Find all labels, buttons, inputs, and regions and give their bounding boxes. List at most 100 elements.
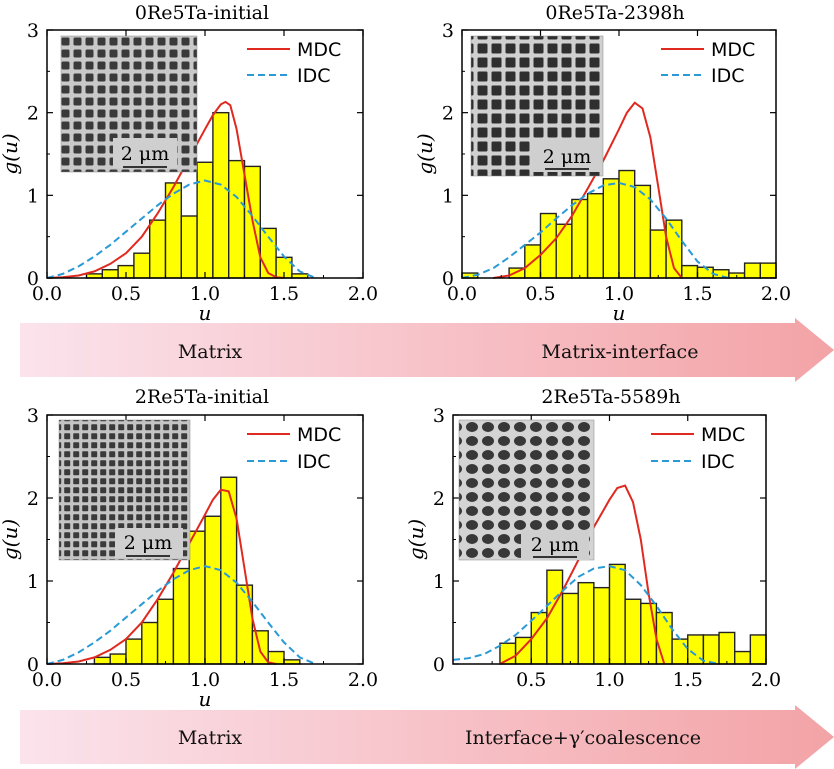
histogram-bar — [749, 634, 767, 665]
legend: MDC IDC — [247, 424, 341, 473]
y-tick-label: 1 — [442, 185, 454, 207]
histogram-bar — [561, 592, 579, 665]
sem-inset: 2 μm — [458, 419, 595, 561]
histogram-bar — [125, 638, 143, 665]
histogram-bar — [718, 631, 736, 665]
x-tick-label: 2.0 — [751, 669, 781, 691]
arrow-left-label: Matrix — [178, 727, 243, 749]
histogram-bar — [624, 598, 642, 665]
scale-bar-background — [521, 530, 589, 560]
histogram-bar — [681, 264, 699, 279]
legend-idc-label: IDC — [701, 451, 735, 473]
y-tick-label: 3 — [442, 20, 454, 42]
panel-2re5ta-initial: 2Re5Ta-initial 0.0 0.5 1.0 1.5 2.00123ug(u) … — [0, 386, 378, 711]
legend: MDC IDC — [661, 39, 755, 87]
legend-idc-label: IDC — [297, 451, 331, 473]
arrow-right-label: Interface+γ′coalescence — [465, 727, 701, 749]
y-axis-label: g(u) — [0, 133, 22, 174]
legend-mdc-label: MDC — [711, 39, 755, 61]
histogram-bar — [734, 650, 752, 665]
histogram-bar — [148, 219, 167, 279]
series-line-idc — [461, 181, 730, 279]
x-tick-label: 1.5 — [673, 669, 703, 691]
scale-bar-background — [532, 140, 602, 172]
arrow-right-label: Matrix-interface — [542, 341, 699, 363]
y-tick-label: 2 — [27, 103, 39, 125]
histogram-bar — [133, 252, 151, 279]
x-tick-label: 0.5 — [516, 669, 546, 691]
x-axis-label: u — [613, 301, 626, 325]
y-tick-label: 3 — [27, 405, 39, 427]
y-tick-label: 2 — [27, 488, 39, 510]
process-arrow-bottom: Matrix Interface+γ′coalescence — [20, 705, 834, 769]
sem-inset: 2 μm — [470, 35, 604, 177]
x-tick-label: 2.0 — [348, 669, 378, 691]
y-tick-label: 1 — [27, 185, 39, 207]
y-tick-label: 2 — [442, 103, 454, 125]
histogram-bar — [634, 184, 652, 279]
histogram-bar — [204, 515, 222, 665]
histogram-bar — [759, 262, 777, 279]
histogram-bar — [640, 602, 658, 665]
legend-mdc-label: MDC — [297, 424, 341, 446]
histogram-bar — [227, 159, 246, 279]
series-line-mdc — [499, 484, 666, 665]
histogram-bar — [743, 262, 761, 279]
x-tick-label: 1.0 — [594, 669, 624, 691]
histogram-bar — [188, 530, 206, 665]
arrow-shape — [20, 705, 834, 769]
y-axis-label: g(u) — [413, 133, 437, 174]
x-tick-label: 1.5 — [269, 283, 299, 305]
y-tick-label: 0 — [27, 268, 39, 290]
scale-bar-label: 2 μm — [543, 146, 592, 168]
y-axis-label: g(u) — [404, 519, 428, 560]
y-tick-label: 3 — [27, 20, 39, 42]
chart-title: 2Re5Ta-initial — [135, 386, 269, 408]
histogram-bar — [259, 227, 277, 279]
x-tick-label: 1.5 — [269, 669, 299, 691]
legend-idc-label: IDC — [711, 65, 745, 87]
chart-title: 2Re5Ta-5589h — [541, 386, 680, 408]
x-tick-label: 1.5 — [682, 283, 712, 305]
y-tick-label: 0 — [433, 654, 445, 676]
histogram-bar — [156, 598, 175, 665]
series-line-idc — [46, 565, 316, 665]
y-axis-label: g(u) — [0, 519, 22, 560]
plot-area: 0.0 0.5 1.0 1.5 2.0 0 1 2 3 u g(u) — [413, 20, 791, 325]
y-tick-label: 0 — [27, 654, 39, 676]
histogram-bar — [101, 269, 119, 279]
chart-title: 0Re5Ta-2398h — [545, 2, 684, 24]
histogram-bar — [220, 476, 238, 665]
histogram-bar — [593, 586, 611, 665]
series-line-mdc — [493, 101, 683, 279]
x-tick-label: 0.5 — [111, 283, 141, 305]
y-tick-label: 1 — [433, 571, 445, 593]
x-axis-label: u — [199, 687, 212, 711]
x-axis-label: u — [199, 301, 212, 325]
legend-mdc-label: MDC — [297, 39, 341, 61]
x-tick-label: 0.0 — [32, 669, 62, 691]
legend-mdc-label: MDC — [701, 424, 745, 446]
process-arrow-top: Matrix Matrix-interface — [20, 318, 834, 382]
y-tick-label: 1 — [27, 571, 39, 593]
sem-inset: 2 μm — [58, 419, 191, 561]
x-tick-label: 2.0 — [761, 283, 791, 305]
histogram-bar — [546, 569, 564, 665]
series-line-idc — [452, 565, 720, 665]
histogram-bar — [109, 653, 127, 665]
plot-area: 0.5 1.0 1.5 2.0 0 1 2 3 g(u) — [404, 405, 781, 691]
histogram-bar — [602, 178, 620, 279]
scale-bar-background — [113, 138, 177, 168]
panel-0re5ta-initial: 0Re5Ta-initial 0.0 0.5 1.0 1.5 2.00123ug(u) … — [0, 2, 378, 325]
y-tick-label: 3 — [433, 405, 445, 427]
histogram-bar — [235, 584, 254, 665]
histogram-bar — [586, 192, 604, 279]
x-tick-label: 0.5 — [525, 283, 555, 305]
histogram-bar — [608, 563, 626, 665]
y-tick-label: 0 — [442, 268, 454, 290]
histogram-bar — [577, 581, 595, 665]
histogram-bar — [555, 223, 573, 279]
scale-bar-label: 2 μm — [121, 143, 170, 165]
scale-bar-label: 2 μm — [124, 532, 173, 554]
